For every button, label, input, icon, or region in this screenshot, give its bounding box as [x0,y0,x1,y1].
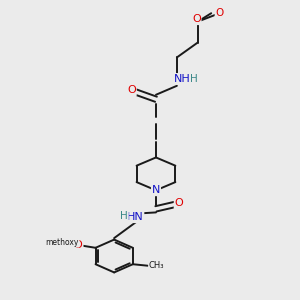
Text: CH₃: CH₃ [149,261,164,270]
Text: O: O [175,199,183,208]
Text: N: N [152,185,160,195]
Text: O: O [215,8,224,18]
Text: HN: HN [127,212,143,222]
Text: O: O [192,14,201,24]
Text: O: O [74,239,82,250]
Text: NH: NH [174,74,190,84]
Text: H: H [190,74,198,84]
Text: methoxy: methoxy [45,238,79,247]
Text: H: H [120,211,128,221]
Text: O: O [127,85,136,95]
